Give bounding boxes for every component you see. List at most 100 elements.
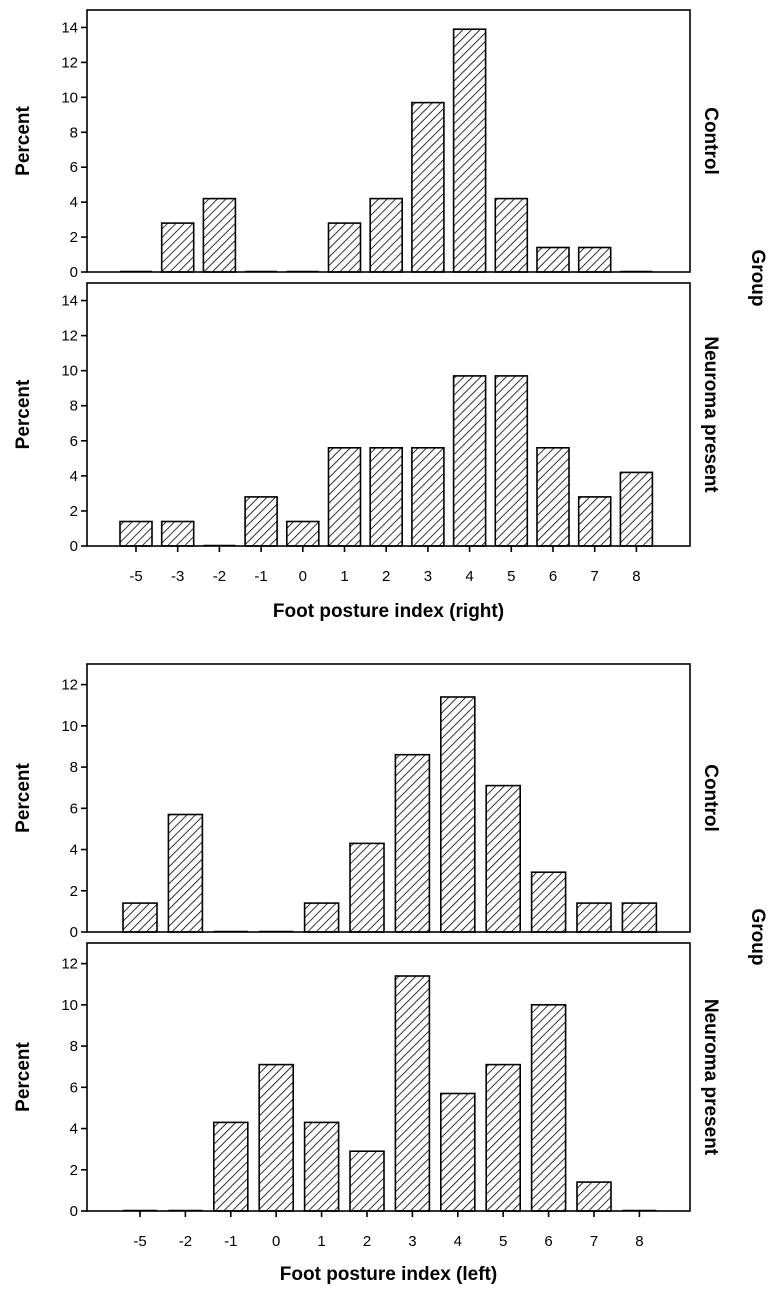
x-tick-label: 0 — [272, 1233, 280, 1250]
y-tick-label: 4 — [70, 1121, 78, 1138]
x-tick-label: 2 — [363, 1233, 371, 1250]
bar-3 — [411, 446, 445, 547]
series-label: Control — [700, 107, 721, 175]
bar-0 — [285, 520, 320, 547]
x-tick-label: 1 — [317, 1233, 325, 1250]
x-axis-title: Foot posture index (right) — [273, 601, 504, 622]
series-label: Control — [700, 764, 721, 832]
y-tick-label: 12 — [61, 677, 78, 694]
y-tick-label: 0 — [70, 1203, 78, 1220]
bar-6 — [536, 246, 570, 273]
x-tick-label: 1 — [340, 568, 348, 585]
panel-1-2: 0 2 4 6 8 10 12 14 Percent Neuroma present — [13, 282, 721, 555]
x-tick-label: -5 — [129, 568, 142, 585]
bar-4 — [439, 696, 476, 933]
bar-2 — [369, 197, 404, 273]
y-tick-label: 4 — [70, 194, 78, 211]
y-tick-label: 14 — [61, 293, 78, 310]
y-axis-title: Percent — [13, 105, 34, 175]
bar-8 — [621, 902, 658, 933]
bar-0 — [258, 1063, 295, 1212]
y-tick-label: 10 — [61, 997, 78, 1014]
panel-frame — [86, 942, 691, 1212]
bar--3 — [160, 222, 195, 273]
x-tick-label: -1 — [224, 1233, 237, 1250]
bar-6 — [530, 871, 567, 933]
x-tick-label: 8 — [632, 568, 640, 585]
x-tick-label: 4 — [465, 568, 473, 585]
panel-frame — [86, 9, 691, 273]
y-tick-label: 8 — [70, 124, 78, 141]
bar-2 — [349, 842, 385, 933]
bar-3 — [411, 101, 445, 273]
x-tick-label: 5 — [507, 568, 515, 585]
y-tick-label: 14 — [61, 19, 78, 36]
x-axis-title: Foot posture index (left) — [280, 1264, 497, 1285]
y-tick-label: 12 — [61, 328, 78, 345]
bar-5 — [485, 1063, 522, 1212]
y-axis-title: Percent — [13, 379, 34, 449]
x-tick-label: 3 — [424, 568, 432, 585]
y-axis-title: Percent — [13, 1041, 34, 1111]
bar-7 — [576, 1181, 612, 1212]
y-tick-label: 10 — [61, 718, 78, 735]
bar-8 — [619, 471, 654, 547]
bar-1 — [327, 446, 362, 547]
facet-title: Group — [747, 909, 768, 966]
y-tick-label: 4 — [70, 842, 78, 859]
panel-2-1: 0 2 4 6 8 10 12 Percent Control — [13, 663, 721, 941]
bar-5 — [494, 375, 529, 547]
x-tick-label: 8 — [635, 1233, 643, 1250]
bar-1 — [327, 222, 362, 273]
bar--2 — [167, 813, 204, 933]
y-tick-label: 12 — [61, 956, 78, 973]
bar-3 — [394, 975, 431, 1212]
y-tick-label: 8 — [70, 759, 78, 776]
bar--1 — [213, 1121, 249, 1212]
bar-1 — [303, 1121, 340, 1212]
x-tick-label: 6 — [549, 568, 557, 585]
y-tick-label: 8 — [70, 398, 78, 415]
bar-1 — [303, 902, 340, 933]
x-tick-label: -1 — [254, 568, 267, 585]
bar-6 — [536, 446, 570, 547]
x-tick-label: 7 — [591, 568, 599, 585]
x-tick-label: 3 — [408, 1233, 416, 1250]
x-tick-label: -3 — [171, 568, 184, 585]
x-tick-label: 6 — [544, 1233, 552, 1250]
bar-7 — [577, 246, 612, 273]
bar--3 — [160, 520, 195, 547]
x-tick-label: -5 — [133, 1233, 146, 1250]
x-tick-label: 7 — [590, 1233, 598, 1250]
y-tick-label: 0 — [70, 924, 78, 941]
bar--1 — [244, 496, 278, 547]
series-label: Neuroma present — [700, 999, 721, 1156]
y-tick-label: 2 — [70, 1162, 78, 1179]
x-tick-label: 2 — [382, 568, 390, 585]
y-tick-label: 12 — [61, 54, 78, 71]
y-tick-label: 2 — [70, 503, 78, 520]
bar-5 — [485, 784, 522, 933]
y-tick-label: 0 — [70, 264, 78, 281]
bar-5 — [494, 197, 529, 273]
y-tick-label: 0 — [70, 538, 78, 555]
panel-frame — [86, 663, 691, 933]
x-tick-label: -2 — [213, 568, 226, 585]
x-tick-label: -2 — [179, 1233, 192, 1250]
y-tick-label: 10 — [61, 363, 78, 380]
y-tick-label: 8 — [70, 1038, 78, 1055]
y-tick-label: 6 — [70, 433, 78, 450]
y-tick-label: 6 — [70, 800, 78, 817]
y-tick-label: 2 — [70, 229, 78, 246]
facet-title: Group — [747, 250, 768, 307]
bar-7 — [576, 902, 612, 933]
bar-7 — [577, 496, 612, 547]
bar--5 — [122, 902, 158, 933]
bar-2 — [369, 446, 404, 547]
x-tick-label: 4 — [454, 1233, 462, 1250]
bar-3 — [394, 753, 431, 933]
